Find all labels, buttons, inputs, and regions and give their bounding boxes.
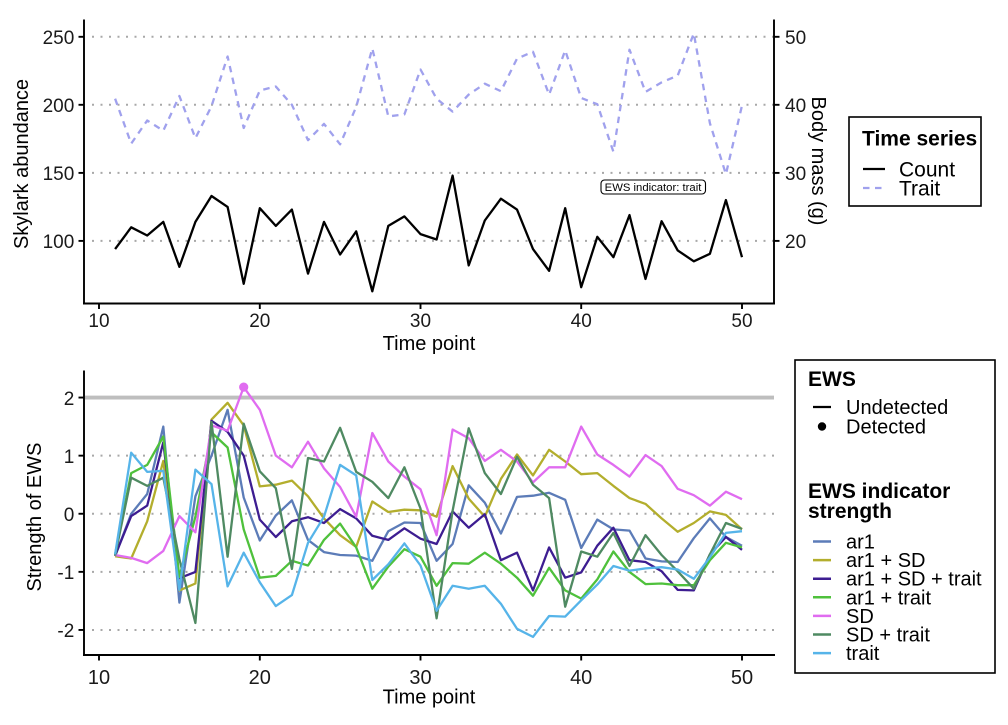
svg-text:Undetected: Undetected	[846, 397, 948, 419]
svg-text:30: 30	[785, 164, 806, 185]
svg-text:trait: trait	[846, 643, 880, 665]
svg-text:ar1: ar1	[846, 532, 875, 554]
svg-text:0: 0	[64, 505, 75, 526]
svg-text:20: 20	[249, 667, 271, 689]
svg-text:50: 50	[731, 667, 753, 689]
svg-text:40: 40	[571, 311, 592, 332]
svg-text:Time series: Time series	[862, 128, 977, 151]
svg-text:50: 50	[731, 311, 752, 332]
svg-text:20: 20	[785, 232, 806, 253]
svg-text:100: 100	[43, 232, 75, 253]
svg-text:Body mass (g): Body mass (g)	[807, 97, 829, 226]
svg-text:Detected: Detected	[846, 417, 926, 439]
svg-text:40: 40	[785, 96, 806, 117]
svg-text:SD + trait: SD + trait	[846, 625, 930, 647]
svg-text:40: 40	[570, 667, 592, 689]
svg-text:ar1 + trait: ar1 + trait	[846, 587, 931, 609]
svg-text:250: 250	[43, 28, 75, 49]
svg-text:Strength of EWS: Strength of EWS	[24, 443, 46, 592]
svg-text:2: 2	[64, 389, 75, 410]
svg-text:EWS indicator: EWS indicator	[808, 480, 950, 503]
svg-text:1: 1	[64, 447, 75, 468]
svg-text:ar1 + SD: ar1 + SD	[846, 550, 925, 572]
svg-text:Skylark abundance: Skylark abundance	[11, 79, 33, 249]
svg-text:150: 150	[43, 164, 75, 185]
svg-text:-1: -1	[57, 563, 74, 584]
svg-text:50: 50	[785, 28, 806, 49]
svg-text:20: 20	[249, 311, 270, 332]
svg-text:10: 10	[88, 311, 109, 332]
svg-text:10: 10	[88, 667, 110, 689]
svg-text:ar1 + SD + trait: ar1 + SD + trait	[846, 569, 982, 591]
svg-text:Trait: Trait	[899, 178, 940, 201]
svg-text:30: 30	[410, 311, 431, 332]
svg-text:Count: Count	[899, 159, 955, 182]
svg-text:200: 200	[43, 96, 75, 117]
svg-text:-2: -2	[57, 621, 74, 642]
svg-text:30: 30	[409, 667, 431, 689]
svg-text:SD: SD	[846, 606, 874, 628]
svg-text:EWS indicator: trait: EWS indicator: trait	[605, 182, 703, 194]
svg-text:EWS: EWS	[808, 368, 856, 391]
svg-text:Time point: Time point	[383, 333, 476, 355]
svg-text:Time point: Time point	[383, 687, 476, 709]
svg-text:strength: strength	[808, 500, 892, 523]
